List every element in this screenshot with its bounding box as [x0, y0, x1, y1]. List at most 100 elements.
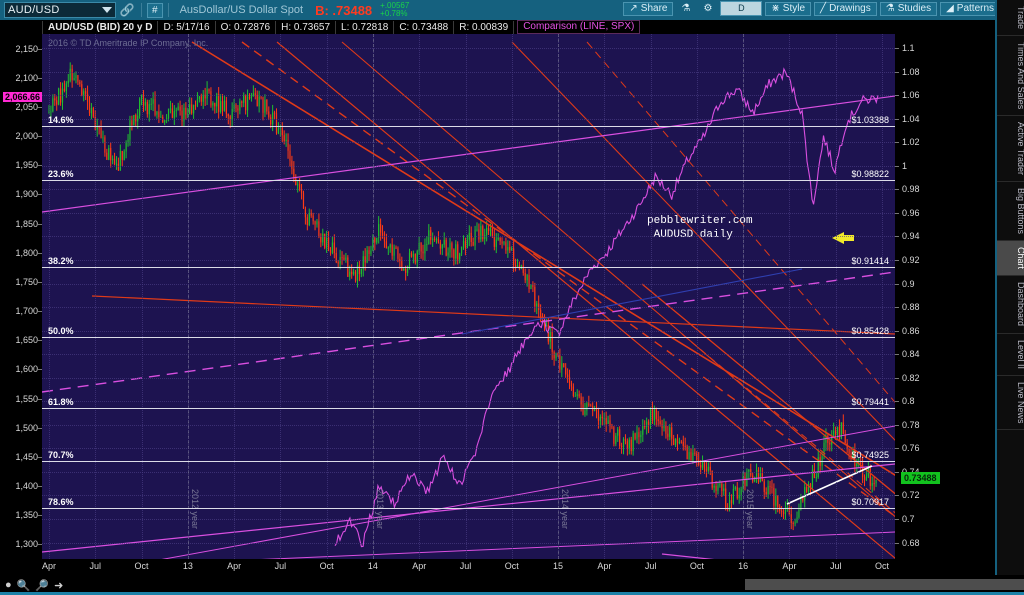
- drawings-button[interactable]: ╱ Drawings: [814, 1, 877, 16]
- time-axis[interactable]: Apr Jul Oct 13 Apr Jul Oct 14 Apr Jul Oct 15 Apr Jul O…: [0, 559, 995, 575]
- trendline: [42, 95, 895, 213]
- tick-mark: [38, 165, 42, 167]
- tick-mark: [38, 369, 42, 371]
- style-button[interactable]: ⋇ Style: [765, 1, 812, 16]
- sidebar-tab-level-ii[interactable]: Level II: [997, 334, 1024, 376]
- gridline-horizontal: [42, 236, 895, 238]
- tick-mark: [895, 424, 899, 426]
- tick-mark: [38, 340, 42, 342]
- right-axis-tick: 0.74: [902, 467, 920, 477]
- gridline-vertical: [234, 34, 236, 559]
- tick-mark: [895, 401, 899, 403]
- window-bottom-border: [0, 592, 1024, 595]
- share-button[interactable]: ↗ Share: [623, 1, 674, 16]
- tick-mark: [895, 48, 899, 50]
- sidebar-tab-trade[interactable]: Trade: [997, 0, 1024, 37]
- tick-mark: [895, 495, 899, 497]
- gridline-vertical: [326, 34, 328, 559]
- gridline-vertical: [604, 34, 606, 559]
- time-axis-tick: Oct: [689, 561, 704, 571]
- right-axis-tick: 0.98: [902, 184, 920, 195]
- record-icon[interactable]: ●: [5, 579, 12, 591]
- gridline-horizontal: [42, 95, 895, 97]
- fib-level-line: [42, 266, 895, 268]
- zoom-out-icon[interactable]: 🔎: [35, 579, 50, 592]
- time-axis-tick: Jul: [829, 561, 842, 571]
- zoom-in-icon[interactable]: 🔍: [16, 579, 31, 592]
- tick-mark: [895, 542, 899, 544]
- sidebar-tab-active-trader[interactable]: Active Trader: [997, 116, 1024, 183]
- right-axis-tick: 1: [902, 160, 908, 171]
- flask-icon[interactable]: ⚗: [681, 3, 691, 14]
- trendline: [42, 463, 895, 553]
- symbol-selector[interactable]: AUD/USD: [4, 2, 116, 18]
- tick-mark: [895, 471, 899, 473]
- pan-right-icon[interactable]: ➜: [54, 579, 64, 592]
- studies-button[interactable]: ⚗ Studies: [879, 1, 938, 16]
- timeframe-button[interactable]: D: [720, 1, 763, 16]
- link-icon[interactable]: 🔗: [119, 3, 135, 17]
- right-sidebar-tabs[interactable]: Trade Times And Sales Active Trader Big But…: [995, 0, 1024, 595]
- sidebar-tab-live-news[interactable]: Live News: [997, 376, 1024, 431]
- style-icon: ⋇: [771, 3, 780, 14]
- left-axis-tick: 1,300: [15, 539, 38, 550]
- gridline-vertical: [835, 34, 837, 559]
- gridline-horizontal: [42, 71, 895, 73]
- time-axis-tick: 14: [367, 561, 378, 571]
- right-axis-tick: 0.84: [902, 349, 920, 360]
- year-divider: [743, 34, 745, 559]
- comparison-study-label[interactable]: Comparison (LINE, SPX): [517, 20, 641, 34]
- gear-icon[interactable]: ⚙: [703, 3, 713, 14]
- ohlc-high: H: 0.73657: [276, 20, 337, 34]
- tick-mark: [38, 77, 42, 79]
- fib-level-price: $0.91414: [851, 255, 889, 266]
- chart-annotation: pebblewriter.com AUDUSD daily: [647, 215, 753, 241]
- left-price-axis[interactable]: 1,300 1,350 1,400 1,450 1,500 1,550 1,600 1,650…: [0, 34, 42, 559]
- right-axis-tick: 0.72: [902, 490, 920, 501]
- ohlc-open: O: 0.72876: [216, 20, 277, 34]
- tick-mark: [895, 354, 899, 356]
- tick-mark: [895, 142, 899, 144]
- right-axis-tick: 1.04: [902, 113, 920, 124]
- sidebar-tab-chart[interactable]: Chart: [997, 241, 1024, 277]
- chart-plot-area[interactable]: 2016 © TD Ameritrade IP Company, Inc. pe…: [42, 34, 895, 559]
- tick-mark: [38, 544, 42, 546]
- horizontal-scrollbar[interactable]: [745, 579, 1024, 590]
- right-price-axis[interactable]: 0.68 0.7 0.72 0.74 0.76 0.78 0.8 0.82 0.84 0.86 0.…: [895, 34, 995, 559]
- left-axis-tick: 1,500: [15, 422, 38, 433]
- gridline-vertical: [511, 34, 513, 559]
- share-label: Share: [640, 3, 668, 14]
- right-axis-tick: 0.78: [902, 419, 920, 430]
- sidebar-tab-big-buttons[interactable]: Big Buttons: [997, 182, 1024, 242]
- year-divider: [187, 34, 189, 559]
- left-axis-tick: 1,950: [15, 160, 38, 171]
- grid-icon[interactable]: #: [147, 2, 163, 18]
- fib-level-line: [42, 508, 895, 510]
- sidebar-tab-dashboard[interactable]: Dashboard: [997, 276, 1024, 334]
- gridline-vertical: [280, 34, 282, 559]
- time-axis-tick: Apr: [597, 561, 612, 571]
- right-axis-tick: 0.76: [902, 443, 920, 454]
- left-axis-tick: 1,600: [15, 364, 38, 375]
- sidebar-tab-times-and-sales[interactable]: Times And Sales: [997, 36, 1024, 117]
- tick-mark: [895, 165, 899, 167]
- trendline: [261, 531, 895, 559]
- gridline-horizontal: [42, 307, 895, 309]
- gridline-horizontal: [42, 401, 895, 403]
- right-axis-tick: 1.02: [902, 137, 920, 148]
- top-toolbar: AUD/USD 🔗 # AusDollar/US Dollar Spot B: …: [0, 0, 1024, 20]
- spx-comparison-line: [334, 67, 879, 548]
- fib-level-percent: 78.6%: [48, 497, 74, 508]
- gridline-horizontal: [42, 260, 895, 261]
- right-axis-tick: 0.94: [902, 231, 920, 242]
- tick-mark: [895, 212, 899, 214]
- fib-level-line: [42, 461, 895, 463]
- tick-mark: [895, 71, 899, 73]
- fib-level-line: [42, 179, 895, 181]
- drawings-label: Drawings: [829, 3, 871, 14]
- patterns-label: Patterns: [956, 3, 995, 14]
- patterns-button[interactable]: ◢ Patterns: [940, 1, 1001, 16]
- gridline-horizontal: [42, 189, 895, 191]
- right-axis-tick: 0.9: [902, 278, 915, 289]
- tick-mark: [38, 515, 42, 517]
